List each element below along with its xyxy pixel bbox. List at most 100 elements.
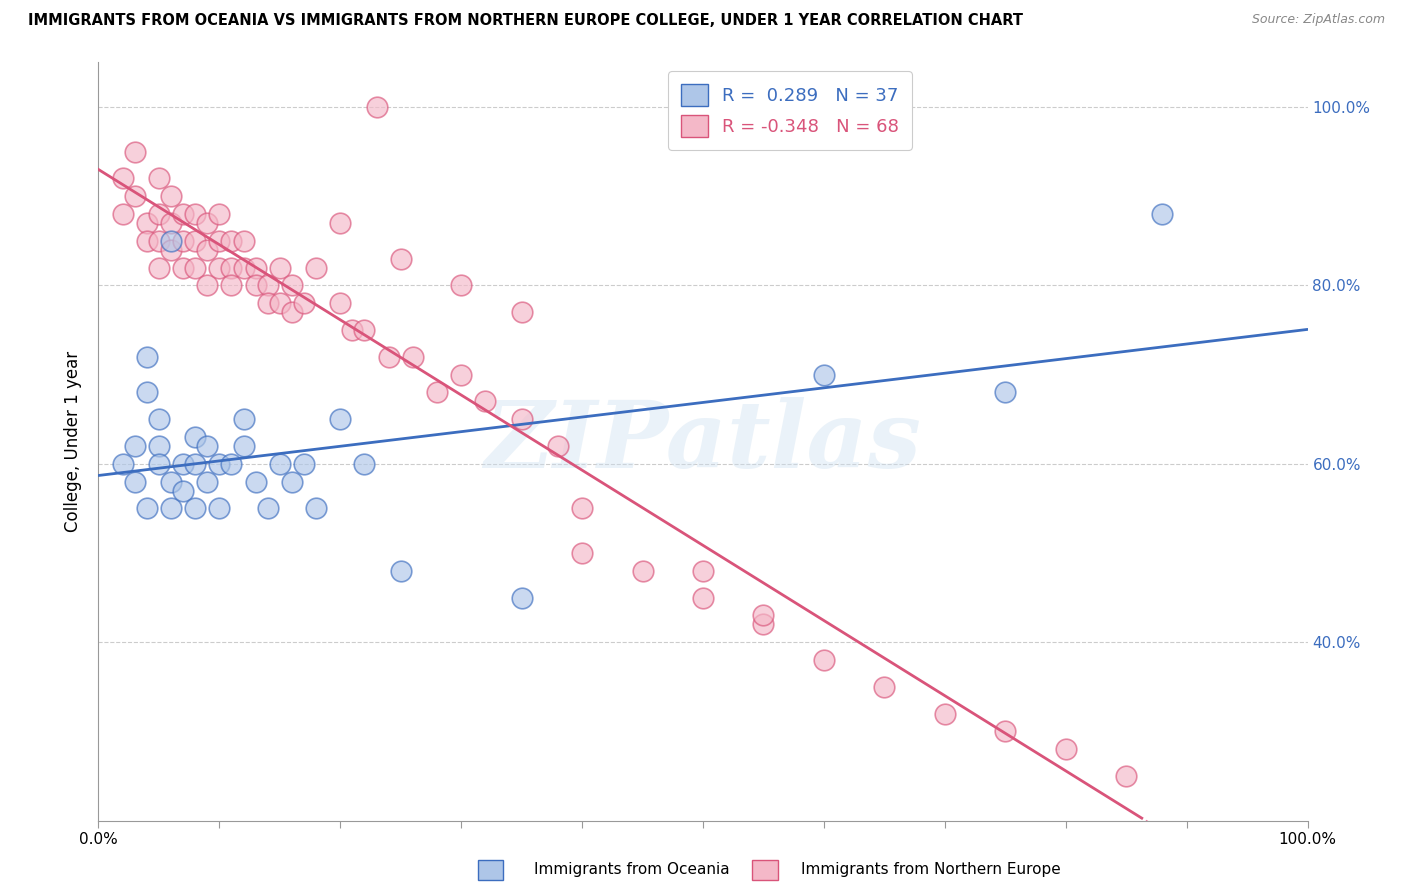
Point	[1152, 207, 1174, 221]
Point	[208, 207, 231, 221]
Point	[124, 475, 146, 489]
Point	[329, 216, 352, 230]
Point	[994, 385, 1017, 400]
Point	[366, 100, 388, 114]
Point	[184, 457, 207, 471]
Legend: R =  0.289   N = 37, R = -0.348   N = 68: R = 0.289 N = 37, R = -0.348 N = 68	[668, 71, 911, 150]
Point	[184, 207, 207, 221]
Point	[135, 501, 157, 516]
Point	[353, 323, 375, 337]
Point	[135, 385, 157, 400]
Point	[148, 234, 170, 248]
Point	[256, 501, 278, 516]
Point	[245, 278, 267, 293]
Point	[752, 608, 775, 623]
Point	[571, 501, 593, 516]
Point	[135, 350, 157, 364]
Point	[450, 368, 472, 382]
Point	[1115, 769, 1137, 783]
Point	[450, 278, 472, 293]
Point	[426, 385, 449, 400]
Point	[184, 260, 207, 275]
Point	[221, 260, 243, 275]
Y-axis label: College, Under 1 year: College, Under 1 year	[65, 351, 83, 533]
Point	[221, 457, 243, 471]
Point	[752, 617, 775, 632]
Point	[631, 564, 654, 578]
Point	[1054, 742, 1077, 756]
Point	[195, 439, 218, 453]
Point	[111, 171, 134, 186]
Point	[184, 234, 207, 248]
Point	[510, 591, 533, 605]
Point	[305, 501, 328, 516]
Point	[111, 207, 134, 221]
Point	[184, 501, 207, 516]
Point	[232, 234, 254, 248]
Point	[208, 501, 231, 516]
Point	[195, 216, 218, 230]
Point	[232, 439, 254, 453]
Point	[342, 323, 364, 337]
Point	[692, 591, 714, 605]
Point	[135, 216, 157, 230]
Text: Immigrants from Oceania: Immigrants from Oceania	[534, 863, 730, 877]
Point	[172, 207, 194, 221]
Point	[994, 724, 1017, 739]
Point	[873, 680, 896, 694]
Point	[389, 252, 412, 266]
Point	[160, 475, 183, 489]
Point	[160, 501, 183, 516]
Point	[474, 394, 496, 409]
Point	[160, 216, 183, 230]
Point	[208, 260, 231, 275]
Point	[402, 350, 425, 364]
Point	[148, 171, 170, 186]
Point	[160, 243, 183, 257]
Point	[195, 278, 218, 293]
Point	[232, 412, 254, 426]
Point	[208, 234, 231, 248]
Point	[813, 653, 835, 667]
Point	[221, 278, 243, 293]
Point	[305, 260, 328, 275]
Point	[172, 260, 194, 275]
Point	[195, 475, 218, 489]
Point	[111, 457, 134, 471]
Point	[245, 260, 267, 275]
Point	[934, 706, 956, 721]
Text: Immigrants from Northern Europe: Immigrants from Northern Europe	[801, 863, 1062, 877]
Point	[281, 475, 304, 489]
Point	[124, 189, 146, 203]
Point	[148, 207, 170, 221]
Point	[281, 278, 304, 293]
Point	[184, 430, 207, 444]
Point	[172, 483, 194, 498]
Text: IMMIGRANTS FROM OCEANIA VS IMMIGRANTS FROM NORTHERN EUROPE COLLEGE, UNDER 1 YEAR: IMMIGRANTS FROM OCEANIA VS IMMIGRANTS FR…	[28, 13, 1024, 29]
Point	[172, 457, 194, 471]
Point	[269, 260, 291, 275]
Text: ZIPatlas: ZIPatlas	[485, 397, 921, 486]
Point	[148, 439, 170, 453]
Point	[269, 296, 291, 310]
Point	[329, 296, 352, 310]
Point	[813, 368, 835, 382]
Point	[208, 457, 231, 471]
Point	[245, 475, 267, 489]
Point	[292, 296, 315, 310]
Point	[547, 439, 569, 453]
Point	[148, 260, 170, 275]
Point	[160, 234, 183, 248]
Point	[256, 296, 278, 310]
Point	[148, 457, 170, 471]
Point	[353, 457, 375, 471]
Point	[281, 305, 304, 319]
Text: Source: ZipAtlas.com: Source: ZipAtlas.com	[1251, 13, 1385, 27]
Point	[269, 457, 291, 471]
Point	[510, 305, 533, 319]
Point	[292, 457, 315, 471]
Point	[160, 189, 183, 203]
Point	[135, 234, 157, 248]
Point	[124, 145, 146, 159]
Point	[692, 564, 714, 578]
